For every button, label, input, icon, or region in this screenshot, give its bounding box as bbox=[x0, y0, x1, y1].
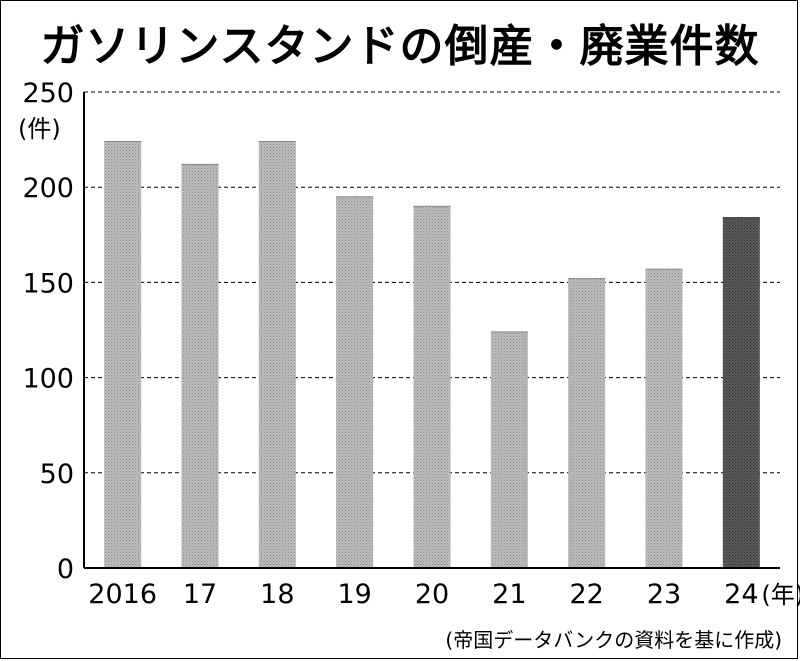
bar-20 bbox=[413, 206, 451, 569]
axes bbox=[83, 92, 780, 569]
x-tick-label: 23 bbox=[647, 579, 681, 610]
source-note: (帝国データバンクの資料を基に作成) bbox=[445, 628, 782, 652]
bar-24 bbox=[722, 217, 760, 568]
y-axis-unit: (件) bbox=[18, 115, 61, 143]
chart-title: ガソリンスタンドの倒産・廃業件数 bbox=[40, 21, 760, 72]
x-tick-label: 22 bbox=[569, 579, 603, 610]
bar-18 bbox=[258, 141, 296, 568]
x-tick-label: 17 bbox=[183, 579, 217, 610]
x-tick-label: 18 bbox=[260, 579, 294, 610]
x-tick-label: 19 bbox=[337, 579, 371, 610]
y-tick-label: 150 bbox=[22, 268, 74, 299]
bar-21 bbox=[490, 331, 528, 568]
x-tick-label: 20 bbox=[415, 579, 449, 610]
x-tick-label: 24 bbox=[724, 579, 758, 610]
y-tick-label: 100 bbox=[22, 364, 74, 395]
bar-2016 bbox=[104, 141, 142, 568]
y-tick-label: 250 bbox=[22, 78, 74, 109]
bar-19 bbox=[336, 196, 374, 568]
x-tick-label: 21 bbox=[492, 579, 526, 610]
bar-17 bbox=[181, 164, 219, 569]
y-tick-label: 0 bbox=[57, 554, 74, 585]
y-tick-label: 50 bbox=[40, 459, 74, 490]
y-tick-label: 200 bbox=[22, 173, 74, 204]
bars bbox=[104, 141, 760, 569]
x-tick-label: 2016 bbox=[88, 579, 157, 610]
bar-23 bbox=[645, 269, 683, 568]
x-axis-unit: (年) bbox=[761, 581, 800, 609]
axis-labels: 0 50 100 150 200 250 (件) 2016 17 18 19 20 21 22 23 24 (年… bbox=[18, 78, 800, 610]
bar-22 bbox=[568, 278, 606, 568]
